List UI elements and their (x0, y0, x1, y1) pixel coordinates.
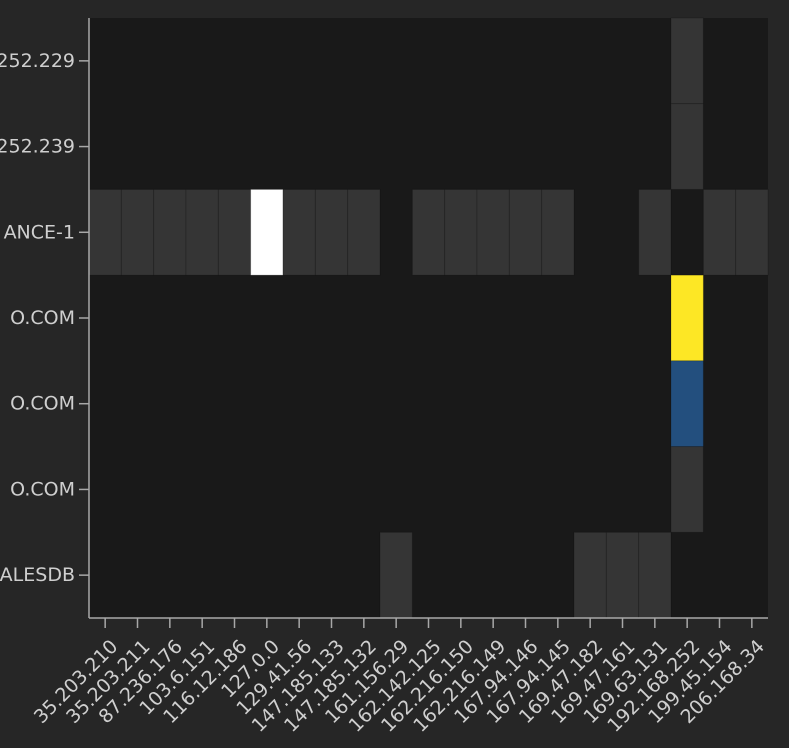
heatmap-cell (605, 531, 640, 619)
heatmap-cell (670, 360, 704, 448)
heatmap-cell (411, 188, 446, 276)
heatmap-cell (541, 188, 575, 276)
heatmap-cell (347, 188, 381, 276)
y-tick-label: ANCE-1 (4, 221, 75, 243)
heatmap-cell (185, 188, 219, 276)
plot-area (89, 18, 768, 618)
heatmap-cell (735, 188, 769, 276)
heatmap-cells (88, 17, 769, 619)
y-tick-label: O.COM (10, 393, 75, 415)
heatmap-cell (250, 188, 284, 276)
heatmap-cell (670, 17, 704, 105)
heatmap-cell (670, 274, 704, 362)
y-tick-label: 252.239 (0, 136, 75, 158)
heatmap-cell (638, 188, 672, 276)
heatmap-cell (508, 188, 543, 276)
heatmap-cell (638, 531, 672, 619)
y-tick-label: O.COM (10, 478, 75, 500)
heatmap-cell (670, 103, 704, 190)
heatmap-cell (379, 531, 413, 619)
heatmap-cell (702, 188, 737, 276)
heatmap-cell (153, 188, 187, 276)
y-axis: 252.229 252.239 ANCE-1 O.COM O.COM O.COM ALESD… (0, 18, 90, 618)
heatmap-cell (670, 446, 704, 533)
heatmap-cell (88, 188, 122, 276)
heatmap-cell (120, 188, 155, 276)
heatmap-cell (476, 188, 510, 276)
heatmap-cell (217, 188, 252, 276)
heatmap-cell (573, 531, 607, 619)
heatmap-cell (444, 188, 478, 276)
y-tick-label: 252.229 (0, 50, 75, 72)
y-tick-label: O.COM (10, 307, 75, 329)
heatmap-cell (282, 188, 316, 276)
y-tick-label: ALESDB (0, 564, 75, 586)
heatmap-cell (314, 188, 349, 276)
